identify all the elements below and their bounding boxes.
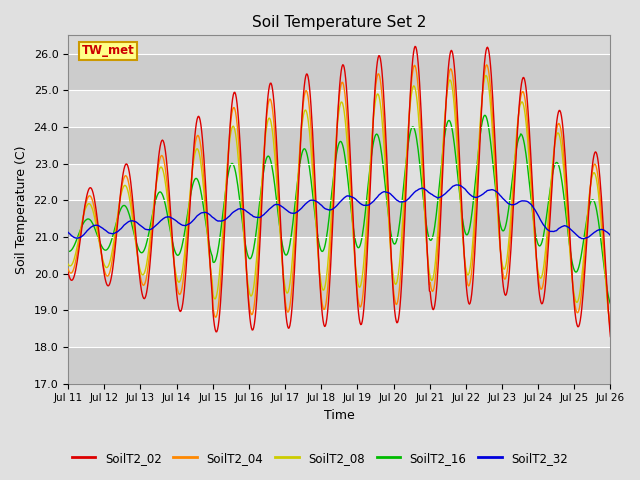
Bar xyxy=(68,164,611,200)
Text: TW_met: TW_met xyxy=(82,45,134,58)
Bar xyxy=(68,200,611,237)
Bar xyxy=(68,127,611,164)
Y-axis label: Soil Temperature (C): Soil Temperature (C) xyxy=(15,145,28,274)
X-axis label: Time: Time xyxy=(324,409,355,422)
Bar xyxy=(68,274,611,310)
Bar xyxy=(68,90,611,127)
Bar xyxy=(68,54,611,90)
Title: Soil Temperature Set 2: Soil Temperature Set 2 xyxy=(252,15,426,30)
Legend: SoilT2_02, SoilT2_04, SoilT2_08, SoilT2_16, SoilT2_32: SoilT2_02, SoilT2_04, SoilT2_08, SoilT2_… xyxy=(67,447,573,469)
Bar xyxy=(68,310,611,347)
Bar xyxy=(68,347,611,384)
Bar xyxy=(68,237,611,274)
